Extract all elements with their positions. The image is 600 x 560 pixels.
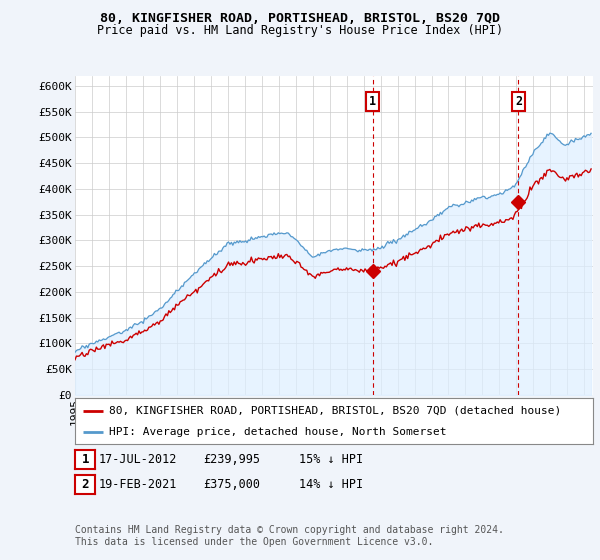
Text: 1: 1 [369, 95, 376, 108]
Text: £239,995: £239,995 [203, 453, 260, 466]
Text: 15% ↓ HPI: 15% ↓ HPI [299, 453, 364, 466]
Text: Contains HM Land Registry data © Crown copyright and database right 2024.
This d: Contains HM Land Registry data © Crown c… [75, 525, 504, 547]
Text: HPI: Average price, detached house, North Somerset: HPI: Average price, detached house, Nort… [109, 427, 446, 437]
Text: Price paid vs. HM Land Registry's House Price Index (HPI): Price paid vs. HM Land Registry's House … [97, 24, 503, 37]
Text: 19-FEB-2021: 19-FEB-2021 [98, 478, 177, 491]
Text: 80, KINGFISHER ROAD, PORTISHEAD, BRISTOL, BS20 7QD: 80, KINGFISHER ROAD, PORTISHEAD, BRISTOL… [100, 12, 500, 25]
Text: 80, KINGFISHER ROAD, PORTISHEAD, BRISTOL, BS20 7QD (detached house): 80, KINGFISHER ROAD, PORTISHEAD, BRISTOL… [109, 405, 561, 416]
Text: 2: 2 [82, 478, 89, 491]
Text: 2: 2 [515, 95, 522, 108]
Text: 14% ↓ HPI: 14% ↓ HPI [299, 478, 364, 491]
Text: 1: 1 [82, 453, 89, 466]
Text: 17-JUL-2012: 17-JUL-2012 [98, 453, 177, 466]
Text: £375,000: £375,000 [203, 478, 260, 491]
